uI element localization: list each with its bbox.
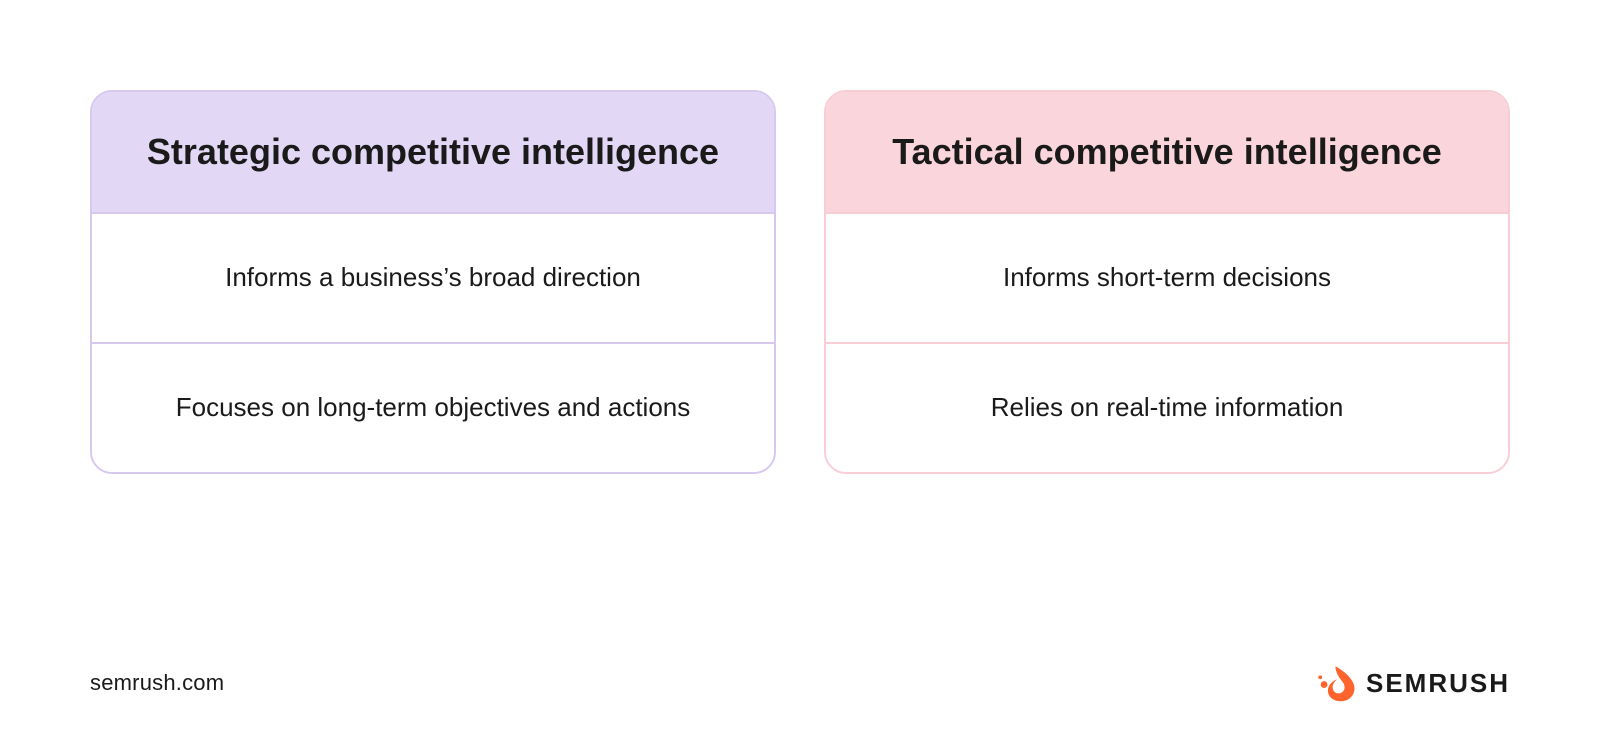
footer-site-text: semrush.com	[90, 670, 224, 696]
card-header: Tactical competitive intelligence	[826, 92, 1508, 212]
brand-name: SEMRUSH	[1366, 668, 1510, 699]
brand: SEMRUSH	[1318, 664, 1510, 702]
card-cell: Relies on real-time information	[826, 342, 1508, 472]
card-header: Strategic competitive intelligence	[92, 92, 774, 212]
comparison-cards: Strategic competitive intelligence Infor…	[0, 0, 1600, 474]
flame-icon	[1318, 664, 1356, 702]
card-tactical: Tactical competitive intelligence Inform…	[824, 90, 1510, 474]
card-cell: Informs a business’s broad direction	[92, 212, 774, 342]
card-strategic: Strategic competitive intelligence Infor…	[90, 90, 776, 474]
footer: semrush.com SEMRUSH	[90, 664, 1510, 702]
card-cell: Informs short-term decisions	[826, 212, 1508, 342]
card-cell: Focuses on long-term objectives and acti…	[92, 342, 774, 472]
